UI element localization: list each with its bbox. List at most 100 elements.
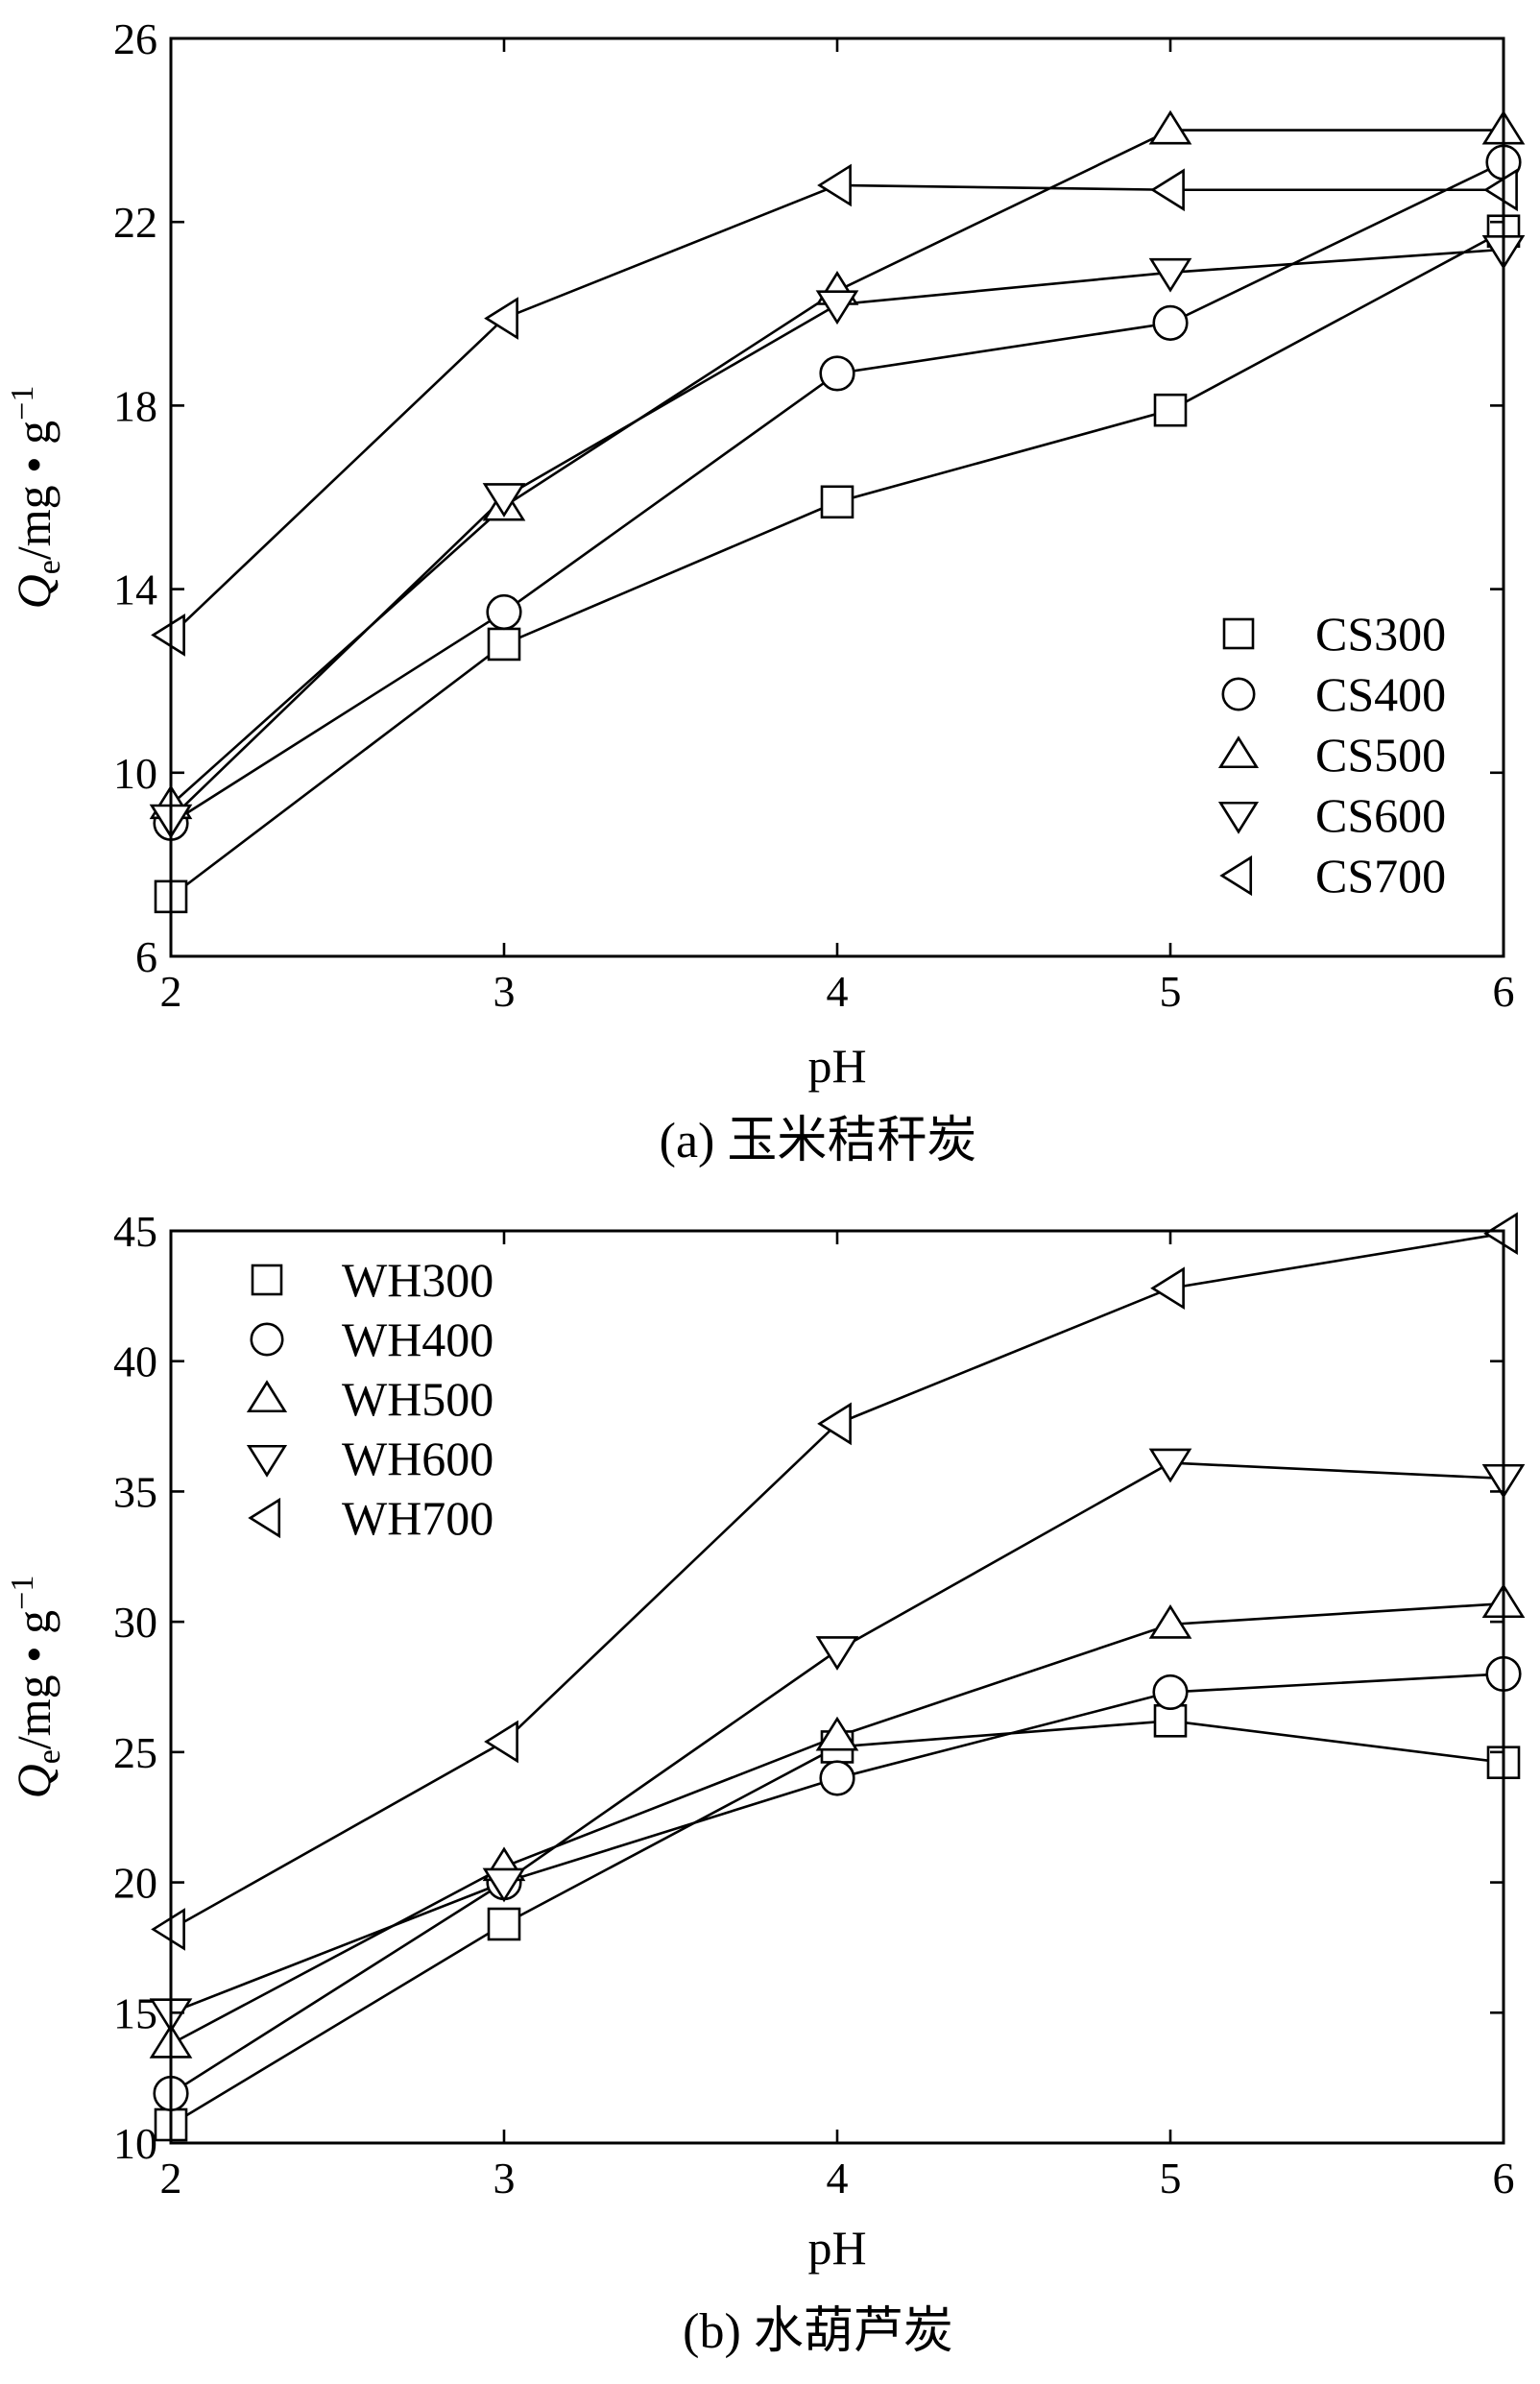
legend-label-cs300: CS300 xyxy=(1315,607,1446,661)
x-tick-label-b: 5 xyxy=(1160,2154,1182,2203)
legend-label-wh600: WH600 xyxy=(342,1432,493,1485)
data-point-cs700 xyxy=(817,163,852,207)
data-point-wh700 xyxy=(151,1908,185,1951)
legend-label-wh500: WH500 xyxy=(342,1372,493,1426)
y-axis-title-main-b: Q xyxy=(7,1764,60,1798)
y-tick-label-b: 35 xyxy=(113,1467,157,1516)
data-point-cs300 xyxy=(820,485,854,519)
data-point-wh500 xyxy=(1148,1604,1192,1639)
legend-label-wh700: WH700 xyxy=(342,1491,493,1545)
y-tick-label-b: 30 xyxy=(113,1598,157,1647)
x-tick-label-a: 5 xyxy=(1160,967,1182,1016)
legend-marker-cs700 xyxy=(1219,855,1253,897)
caption-prefix-a: (a) xyxy=(660,1114,715,1168)
x-axis-title-a: pH xyxy=(807,1039,866,1093)
data-point-cs300 xyxy=(1153,393,1188,427)
legend-label-wh400: WH400 xyxy=(342,1312,493,1366)
data-point-cs400 xyxy=(819,355,855,392)
x-tick-label-a: 3 xyxy=(493,967,516,1016)
y-axis-title-units-b: /mg • g xyxy=(7,1610,60,1749)
legend-marker-cs300 xyxy=(1222,617,1255,650)
caption-text-a: 玉米秸秆炭 xyxy=(727,1114,976,1168)
data-point-cs400 xyxy=(486,593,522,631)
data-point-cs700 xyxy=(484,297,518,340)
legend-marker-wh400 xyxy=(250,1322,284,1357)
data-point-wh600 xyxy=(815,1636,859,1671)
x-tick-label-b: 3 xyxy=(493,2154,516,2203)
y-tick-label-a: 10 xyxy=(113,749,157,798)
x-tick-label-b: 4 xyxy=(827,2154,849,2203)
y-tick-label-b: 45 xyxy=(113,1207,157,1256)
y-tick-label-a: 14 xyxy=(113,566,157,614)
y-tick-label-b: 20 xyxy=(113,1859,157,1908)
plot-frame-b xyxy=(169,1229,1505,2145)
y-tick-label-a: 22 xyxy=(113,198,157,247)
data-point-cs700 xyxy=(151,614,185,657)
data-point-wh300 xyxy=(487,1907,521,1941)
legend-marker-wh300 xyxy=(251,1264,283,1296)
legend-label-cs500: CS500 xyxy=(1315,728,1446,782)
y-tick-label-b: 10 xyxy=(113,2119,157,2168)
y-axis-title-sup-a: −1 xyxy=(5,386,40,421)
data-point-wh600 xyxy=(1148,1448,1192,1483)
caption-b: (b) 水葫芦炭 xyxy=(683,2304,953,2359)
y-tick-label-b: 40 xyxy=(113,1337,157,1386)
legend-marker-cs600 xyxy=(1217,801,1260,834)
legend-label-wh300: WH300 xyxy=(342,1253,493,1307)
data-point-wh300 xyxy=(1153,1703,1188,1738)
legend-marker-wh500 xyxy=(246,1380,288,1413)
data-point-wh700 xyxy=(817,1402,852,1446)
x-tick-label-b: 2 xyxy=(160,2154,182,2203)
data-point-cs700 xyxy=(1150,168,1185,212)
legend-marker-cs500 xyxy=(1217,735,1260,769)
legend-marker-cs400 xyxy=(1221,677,1256,711)
data-point-wh700 xyxy=(1483,1212,1518,1256)
series-line-cs500 xyxy=(170,129,1504,807)
data-point-wh400 xyxy=(819,1760,855,1796)
data-point-wh700 xyxy=(484,1720,518,1764)
data-point-cs600 xyxy=(815,290,859,325)
y-axis-title-sub-b: e xyxy=(32,1749,67,1764)
y-axis-title-sub-a: e xyxy=(32,560,67,574)
data-point-wh700 xyxy=(1150,1266,1185,1311)
legend-marker-wh700 xyxy=(248,1497,281,1539)
y-tick-label-b: 25 xyxy=(113,1728,157,1777)
data-point-cs400 xyxy=(1152,304,1189,341)
x-tick-label-a: 4 xyxy=(827,967,849,1016)
data-point-cs600 xyxy=(1148,257,1192,293)
caption-a: (a) 玉米秸秆炭 xyxy=(660,1114,977,1168)
data-point-cs300 xyxy=(487,627,521,662)
legend-label-cs600: CS600 xyxy=(1315,788,1446,842)
y-tick-label-b: 15 xyxy=(113,1988,157,2037)
plot-frame-a xyxy=(169,36,1505,958)
x-tick-label-a: 2 xyxy=(160,967,182,1016)
legend-marker-wh600 xyxy=(246,1444,288,1478)
y-axis-title-units-a: /mg • g xyxy=(7,421,60,560)
legend-label-cs700: CS700 xyxy=(1315,849,1446,903)
legend-a: CS300 CS400 CS500 CS600 CS700 xyxy=(1217,607,1446,903)
data-point-wh400 xyxy=(1152,1674,1189,1711)
data-point-cs500 xyxy=(1148,109,1192,145)
y-tick-label-a: 18 xyxy=(113,381,157,430)
legend-label-cs400: CS400 xyxy=(1315,667,1446,721)
x-axis-title-b: pH xyxy=(807,2221,866,2275)
y-axis-title-a: Qe/mg • g−1 xyxy=(5,386,67,610)
y-tick-label-a: 26 xyxy=(113,14,157,63)
series-line-cs300 xyxy=(170,229,1504,898)
series-line-cs700 xyxy=(170,183,1504,637)
data-point-cs700 xyxy=(1483,168,1518,212)
caption-prefix-b: (b) xyxy=(683,2304,741,2359)
y-tick-label-a: 6 xyxy=(135,932,157,981)
y-axis-title-sup-b: −1 xyxy=(5,1576,40,1610)
data-point-wh600 xyxy=(482,1867,526,1903)
y-axis-title-main-a: Q xyxy=(7,574,60,609)
data-point-cs600 xyxy=(482,483,526,518)
series-line-cs600 xyxy=(170,248,1504,820)
caption-text-b: 水葫芦炭 xyxy=(754,2304,953,2359)
data-point-wh500 xyxy=(815,1716,859,1751)
y-axis-title-b: Qe/mg • g−1 xyxy=(5,1576,67,1799)
x-tick-label-a: 6 xyxy=(1493,967,1515,1016)
